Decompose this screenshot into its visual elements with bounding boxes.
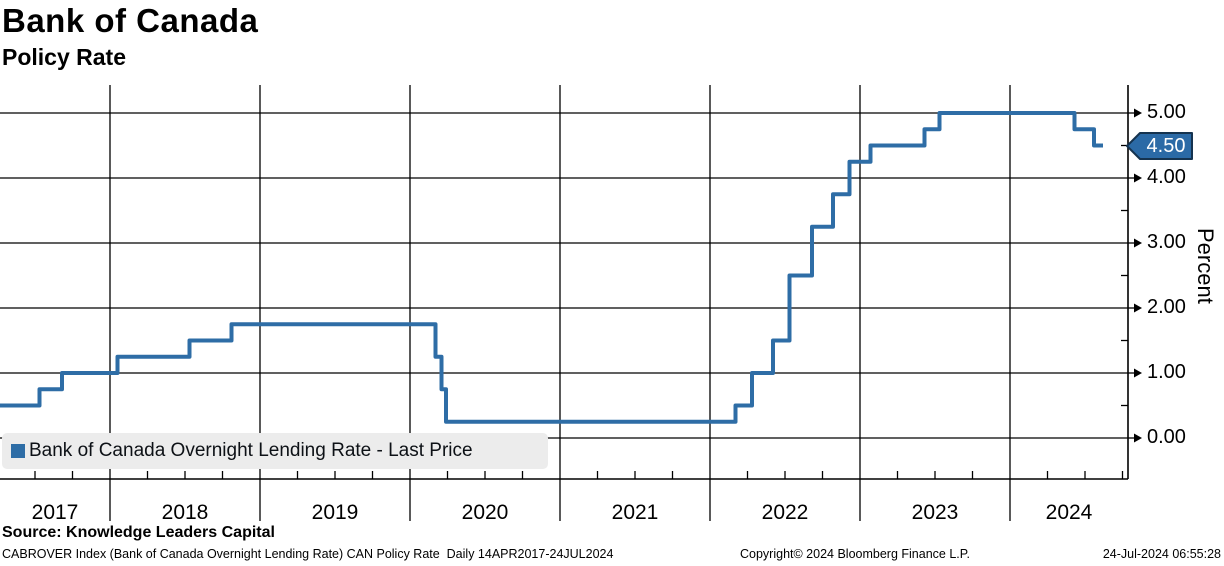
last-price-badge: 4.50 (1146, 135, 1186, 157)
last-price-badge-shape (1126, 132, 1193, 160)
y-axis-title: Percent (1193, 228, 1218, 304)
y-tick-arrow-icon (1134, 173, 1142, 183)
y-tick-arrow-icon (1134, 108, 1142, 118)
y-tick-arrow-icon (1134, 433, 1142, 443)
y-tick-arrow-icon (1134, 303, 1142, 313)
rate-step-line (0, 111, 1103, 424)
timestamp: 24-Jul-2024 06:55:28 (1102, 547, 1221, 561)
source-line: Source: Knowledge Leaders Capital (2, 524, 275, 541)
y-tick-arrow-icon (1134, 368, 1142, 378)
legend-marker-icon (11, 444, 25, 458)
ticker-info: CABROVER Index (Bank of Canada Overnight… (2, 547, 614, 561)
y-tick-arrow-icon (1134, 238, 1142, 248)
footer-row: CABROVER Index (Bank of Canada Overnight… (0, 547, 1224, 563)
legend-label: Bank of Canada Overnight Lending Rate - … (29, 440, 473, 461)
chart-title: Bank of Canada (2, 2, 259, 39)
copyright-notice: Copyright© 2024 Bloomberg Finance L.P. (740, 547, 970, 561)
legend-box: Bank of Canada Overnight Lending Rate - … (2, 433, 548, 469)
chart-subtitle: Policy Rate (2, 44, 126, 70)
